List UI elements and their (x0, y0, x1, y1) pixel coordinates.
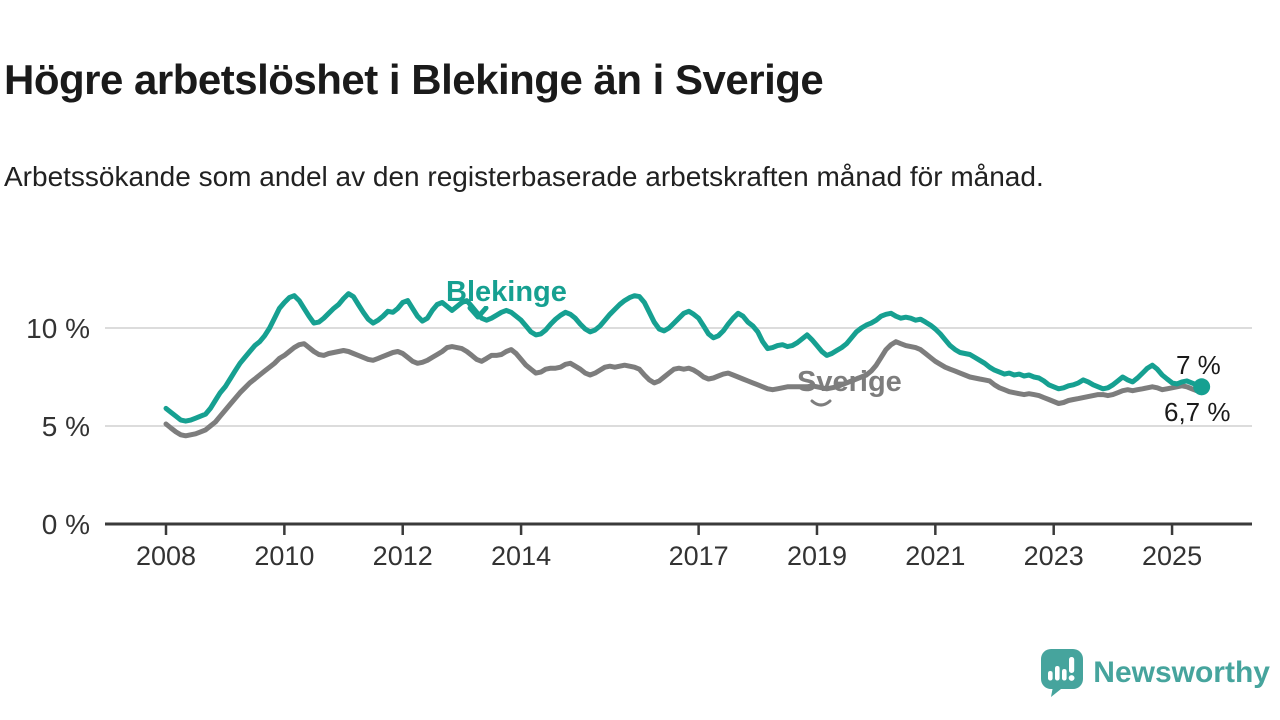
y-axis-label: 10 % (26, 313, 90, 344)
newsworthy-logo[interactable]: Newsworthy (1040, 648, 1270, 698)
x-axis-label: 2019 (787, 541, 847, 571)
chevron-down-icon (467, 306, 489, 320)
series-end-dot-blekinge (1193, 378, 1211, 396)
series-label-sverige: Sverige (797, 366, 902, 398)
x-axis-label: 2014 (491, 541, 551, 571)
x-axis-label: 2023 (1024, 541, 1084, 571)
x-axis-label: 2010 (254, 541, 314, 571)
y-axis-label: 0 % (42, 509, 90, 540)
x-axis-label: 2008 (136, 541, 196, 571)
page-title: Högre arbetslöshet i Blekinge än i Sveri… (4, 56, 824, 104)
x-axis-label: 2021 (905, 541, 965, 571)
y-axis-label: 5 % (42, 411, 90, 442)
series-label-blekinge: Blekinge (446, 276, 567, 308)
x-axis-label: 2025 (1142, 541, 1202, 571)
page-subtitle: Arbetssökande som andel av den registerb… (4, 161, 1044, 192)
x-axis-label: 2017 (669, 541, 729, 571)
end-value-label-sverige: 6,7 % (1164, 397, 1231, 427)
end-value-label-blekinge: 7 % (1176, 350, 1221, 380)
logo-text: Newsworthy (1093, 656, 1270, 689)
series-line-blekinge (163, 291, 1205, 424)
speech-bubble-bar-chart-icon (1041, 649, 1084, 697)
x-axis-label: 2012 (373, 541, 433, 571)
series-line-sverige (163, 339, 1205, 439)
arc-down-icon (810, 399, 832, 407)
